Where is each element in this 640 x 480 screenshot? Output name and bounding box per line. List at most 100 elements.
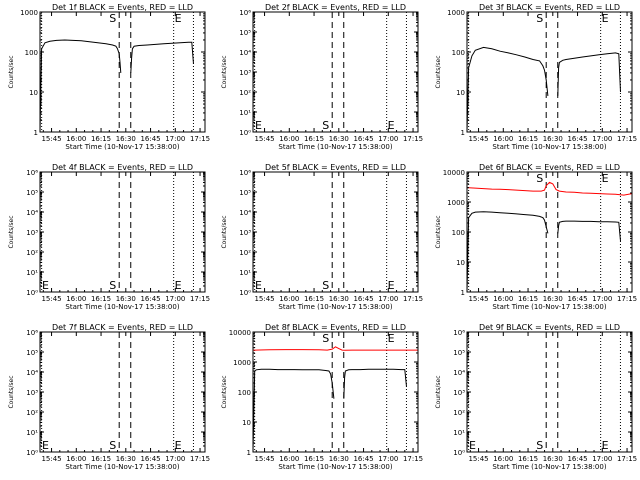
x-tick-label: 15:45 [254,135,274,143]
start-marker-label: S [109,12,116,25]
y-tick-label: 10⁰ [239,289,251,297]
y-tick-label: 10⁵ [239,189,251,197]
x-tick-label: 17:00 [165,135,185,143]
panel-det-4: Det 4f BLACK = Events, RED = LLD 10⁰ 10¹ 10… [8,163,210,311]
x-tick-label: 16:15 [304,455,324,463]
x-tick-label: 16:30 [543,295,563,303]
plot-frame [466,11,633,133]
y-tick-label: 10¹ [239,269,251,277]
x-tick-label: 16:30 [329,455,349,463]
end-marker-label: E [602,439,609,452]
x-tick-label: 16:45 [567,135,587,143]
x-tick-label: 16:45 [567,295,587,303]
y-tick-label: 10² [453,409,465,417]
y-tick-label: 10000 [443,169,465,177]
start-marker-label: S [109,279,116,292]
end-marker-label: E [388,279,395,292]
x-tick-label: 17:15 [190,135,210,143]
start-marker-label: S [536,12,543,25]
y-tick-label: 10² [26,249,38,257]
x-tick-label: 17:00 [378,135,398,143]
panel-det-5: Det 5f BLACK = Events, RED = LLD 10⁰ 10¹ 10… [221,163,423,311]
events-series-line [39,39,122,133]
x-tick-label: 17:00 [592,455,612,463]
y-tick-label: 10⁴ [453,369,465,377]
y-tick-label: 1000 [447,199,465,207]
x-tick-label: 16:30 [543,135,563,143]
x-tick-label: 16:15 [518,455,538,463]
end-marker-label: E [255,279,262,292]
events-series-line [466,46,549,133]
y-tick-label: 10⁰ [239,129,251,137]
y-tick-label: 10 [456,259,465,267]
end-marker-label: E [255,119,262,132]
y-tick-label: 10³ [453,389,465,397]
panel-det-2: Det 2f BLACK = Events, RED = LLD 10⁰ 10¹ 10… [221,3,423,151]
y-tick-label: 10 [242,419,251,427]
x-axis-label: Start Time (10-Nov-17 15:38:00) [65,303,179,311]
y-tick-label: 1 [247,449,251,457]
x-tick-label: 16:00 [493,135,513,143]
x-tick-label: 16:15 [91,295,111,303]
x-tick-label: 16:00 [279,455,299,463]
y-tick-label: 10⁴ [26,369,38,377]
x-tick-label: 16:45 [140,135,160,143]
panel-title: Det 8f BLACK = Events, RED = LLD [265,323,406,332]
x-tick-label: 16:45 [353,135,373,143]
x-tick-label: 16:00 [66,455,86,463]
x-tick-label: 17:00 [592,295,612,303]
x-tick-label: 15:45 [468,455,488,463]
y-axis-label: Counts/sec [435,55,442,88]
x-axis-label: Start Time (10-Nov-17 15:38:00) [65,463,179,471]
x-tick-label: 16:00 [66,135,86,143]
end-marker-label: E [602,172,609,185]
x-tick-label: 15:45 [468,135,488,143]
y-tick-label: 10⁵ [239,29,251,37]
end-marker-label: E [388,119,395,132]
start-marker-label: S [536,439,543,452]
y-tick-label: 10² [239,89,251,97]
y-axis-label: Counts/sec [8,55,15,88]
y-tick-label: 10³ [239,229,251,237]
y-tick-label: 10⁰ [26,449,38,457]
x-tick-label: 17:15 [403,295,423,303]
end-marker-label: E [42,279,49,292]
end-marker-label: E [175,439,182,452]
events-series-line [252,368,335,453]
y-tick-label: 10⁰ [453,449,465,457]
panel-title: Det 5f BLACK = Events, RED = LLD [265,163,406,172]
lld-series-line [253,346,418,351]
x-tick-label: 16:30 [116,135,136,143]
plot-frame [39,11,206,133]
end-marker-label: E [388,332,395,345]
y-axis-label: Counts/sec [435,375,442,408]
panel-det-3: Det 3f BLACK = Events, RED = LLD 1 10 100 10… [435,3,637,151]
y-tick-label: 10² [26,409,38,417]
x-tick-label: 16:30 [116,295,136,303]
x-tick-label: 17:00 [378,295,398,303]
panel-det-8: Det 8f BLACK = Events, RED = LLD 1 10 100 10… [221,323,423,471]
y-tick-label: 1000 [233,359,251,367]
end-marker-label: E [602,12,609,25]
x-tick-label: 16:45 [140,295,160,303]
events-series-line [557,220,621,242]
y-tick-label: 10³ [26,229,38,237]
panel-det-6: Det 6f BLACK = Events, RED = LLD 1 10 100 10… [435,163,637,311]
x-tick-label: 17:00 [165,295,185,303]
plot-frame [39,171,206,293]
x-tick-label: 16:45 [353,455,373,463]
y-tick-label: 10⁶ [26,169,38,177]
y-tick-label: 10⁵ [453,349,465,357]
x-tick-label: 16:00 [493,455,513,463]
end-marker-label: E [175,12,182,25]
panel-title: Det 6f BLACK = Events, RED = LLD [479,163,620,172]
x-axis-label: Start Time (10-Nov-17 15:38:00) [278,303,392,311]
x-axis-label: Start Time (10-Nov-17 15:38:00) [492,143,606,151]
y-tick-label: 10¹ [26,429,38,437]
x-tick-label: 16:30 [329,295,349,303]
x-tick-label: 16:00 [279,135,299,143]
y-axis-label: Counts/sec [221,55,228,88]
x-tick-label: 16:45 [140,455,160,463]
y-tick-label: 100 [25,49,38,57]
